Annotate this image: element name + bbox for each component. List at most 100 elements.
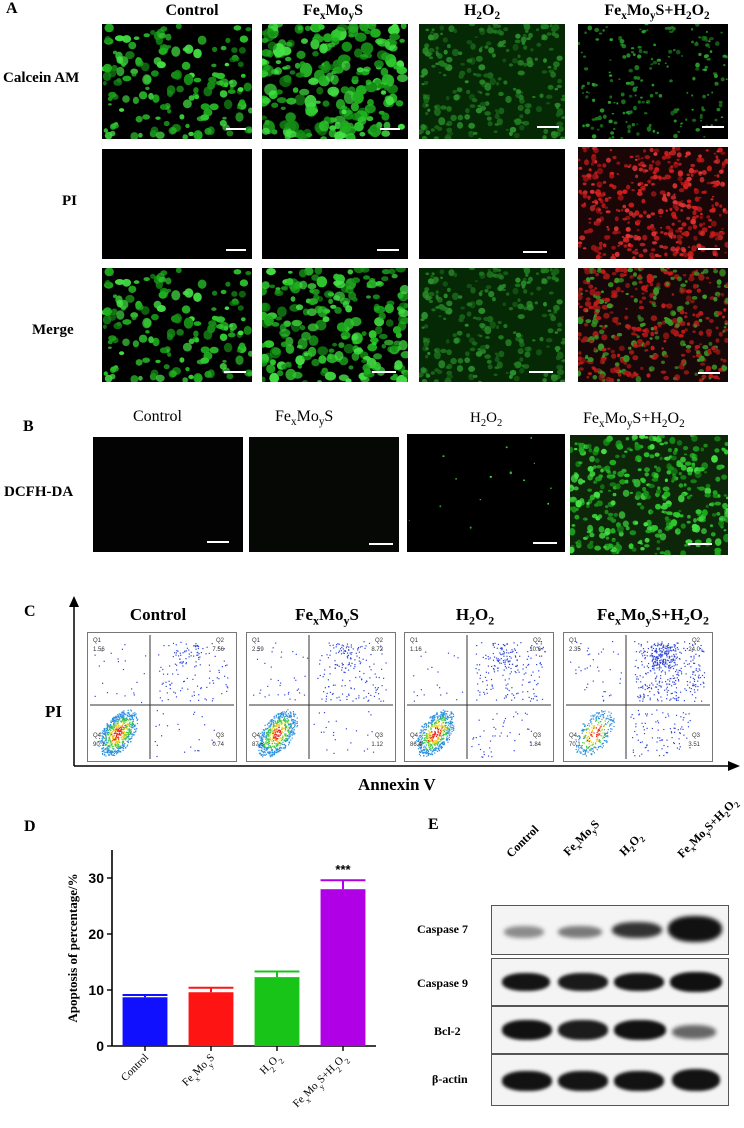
cell-mark [247, 128, 252, 133]
cell-mark [534, 301, 538, 305]
flow-event [443, 744, 445, 746]
flow-event [190, 746, 192, 748]
flow-event [426, 752, 428, 754]
cell-mark [509, 369, 517, 376]
flow-event [295, 723, 297, 725]
flow-event [272, 727, 274, 729]
flow-event [277, 745, 279, 747]
flow-event [129, 725, 131, 727]
cell-mark [435, 50, 439, 55]
flow-event [262, 739, 264, 741]
cell-mark [150, 126, 159, 135]
cell-mark [341, 60, 351, 71]
cell-mark [173, 313, 182, 324]
flow-event [256, 658, 259, 660]
cell-mark [610, 294, 616, 299]
cell-mark [651, 183, 656, 186]
cell-mark [627, 124, 632, 129]
cell-mark [589, 471, 596, 477]
cell-mark [341, 109, 347, 115]
cell-mark [710, 231, 717, 237]
cell-mark [277, 370, 284, 377]
flow-event [443, 716, 445, 718]
cell-mark [698, 223, 703, 228]
flow-event [120, 720, 123, 723]
flow-event [114, 717, 116, 719]
cell-mark [121, 305, 126, 311]
flow-event [161, 683, 163, 685]
cell-mark [431, 272, 435, 275]
cell-mark [668, 271, 674, 276]
cell-mark [582, 190, 588, 195]
flow-event [441, 729, 443, 731]
flow-event [162, 713, 164, 715]
flow-event [269, 729, 271, 731]
flow-event [270, 748, 272, 750]
flow-event [172, 656, 174, 658]
flow-event [102, 730, 105, 732]
flow-event [108, 748, 110, 750]
flow-event [285, 730, 287, 732]
cell-mark [386, 300, 395, 306]
flow-event [277, 741, 279, 743]
cell-mark [691, 118, 697, 122]
cell-mark [601, 304, 608, 310]
flow-event [288, 741, 290, 743]
cell-mark [362, 363, 371, 372]
cell-mark [718, 520, 725, 527]
quadrant-value-q4: 87.6 [252, 742, 264, 748]
cell-mark [542, 378, 547, 382]
cell-mark [445, 366, 450, 369]
flow-event [292, 651, 294, 653]
cell-mark [512, 57, 518, 64]
cell-mark [715, 158, 721, 164]
flow-event [105, 740, 107, 742]
flow-event [423, 726, 425, 728]
cell-mark [708, 374, 714, 379]
cell-mark [130, 375, 139, 382]
flow-event [105, 748, 107, 750]
cell-mark [583, 268, 589, 270]
cell-mark [607, 512, 614, 517]
cell-mark [552, 268, 560, 275]
cell-mark [109, 130, 116, 137]
cell-mark [618, 345, 625, 351]
flow-event [272, 731, 274, 733]
cell-mark [641, 292, 645, 295]
cell-mark [468, 122, 475, 129]
cell-mark [619, 273, 625, 278]
flow-event [504, 663, 506, 665]
cell-mark [599, 490, 603, 493]
flow-event [275, 743, 277, 745]
cell-mark [521, 121, 525, 124]
cell-mark [597, 268, 602, 271]
flow-event [122, 747, 124, 749]
cell-mark [436, 369, 443, 375]
flow-event [381, 668, 383, 670]
flow-event [271, 733, 273, 735]
flow-event [270, 666, 272, 668]
flow-event [172, 673, 174, 675]
cell-mark [709, 524, 714, 528]
flow-event [126, 728, 128, 730]
flow-event [107, 745, 109, 747]
flow-event [265, 735, 267, 738]
cell-mark [285, 368, 297, 381]
cell-mark [703, 135, 706, 138]
cell-mark [438, 71, 442, 74]
flow-event [119, 726, 121, 728]
cell-mark [125, 51, 135, 60]
flow-event [277, 725, 280, 727]
cell-mark [672, 269, 678, 273]
cell-mark [611, 272, 617, 276]
flow-event [107, 742, 109, 744]
cell-mark [603, 114, 607, 119]
cell-mark [646, 225, 652, 230]
flow-event [289, 698, 291, 700]
panel-c-xlabel: Annexin V [358, 775, 436, 794]
cell-mark [653, 325, 658, 330]
flow-event [281, 711, 284, 713]
cell-mark [637, 339, 643, 345]
cell-mark [430, 275, 434, 278]
cell-mark [693, 235, 698, 241]
